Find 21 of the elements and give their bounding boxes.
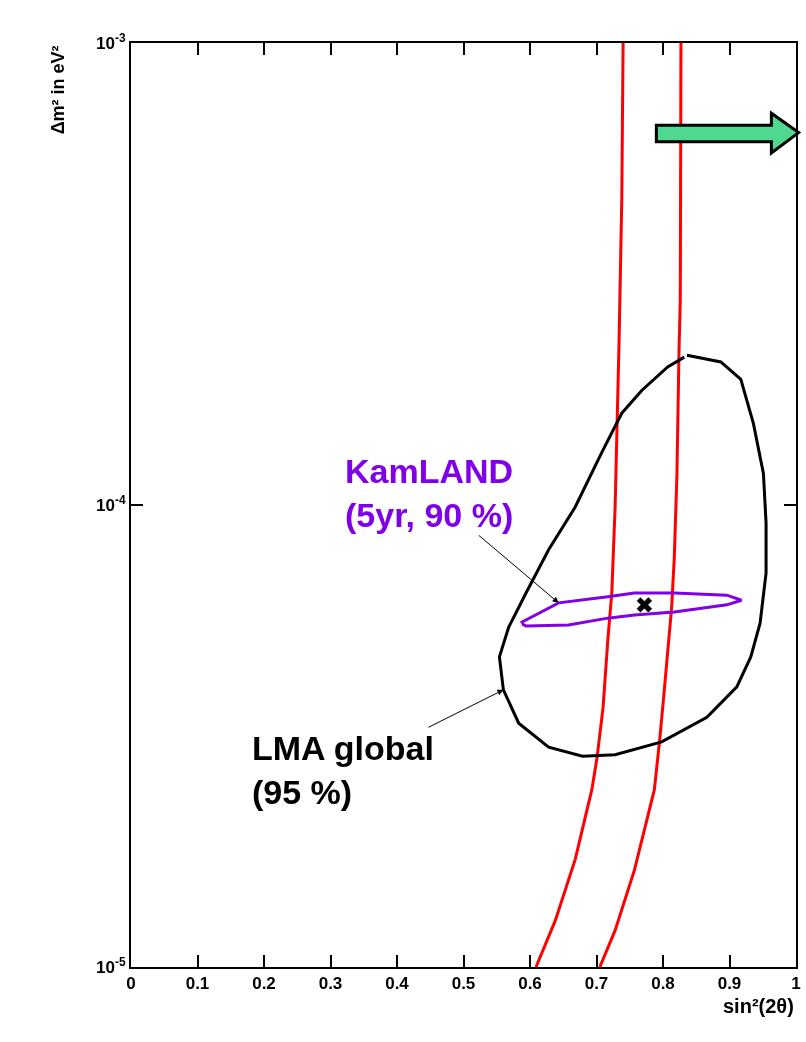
x-tick-label: 0.4 <box>385 974 410 994</box>
x-tick-label: 0.7 <box>584 974 609 994</box>
x-tick-label: 0 <box>126 974 136 994</box>
x-tick-label: 0.8 <box>651 974 675 994</box>
x-tick-label: 0.1 <box>185 974 210 994</box>
annotation: LMA global (95 %) <box>252 729 434 812</box>
x-tick-label: 0.6 <box>518 974 542 994</box>
x-tick-label: 0.2 <box>252 974 276 994</box>
y-tick-label: 10$^{-3}$ <box>96 30 126 53</box>
x-tick-label: 0.3 <box>318 974 343 994</box>
y-tick-label: 10$^{-4}$ <box>96 492 126 515</box>
x-tick-label: 1 <box>791 974 801 994</box>
x-tick-label: 0.5 <box>451 974 476 994</box>
x-tick-label: 0.9 <box>717 974 742 994</box>
y-axis-title: Δm² in eV² <box>48 45 69 135</box>
annotation: KamLAND (5yr, 90 %) <box>345 452 514 535</box>
line-series <box>534 43 625 967</box>
line-series <box>598 43 683 967</box>
x-axis-title: sin²(2θ) <box>723 995 794 1017</box>
line-series <box>519 591 743 628</box>
y-tick-label: 10$^{-5}$ <box>96 954 126 977</box>
